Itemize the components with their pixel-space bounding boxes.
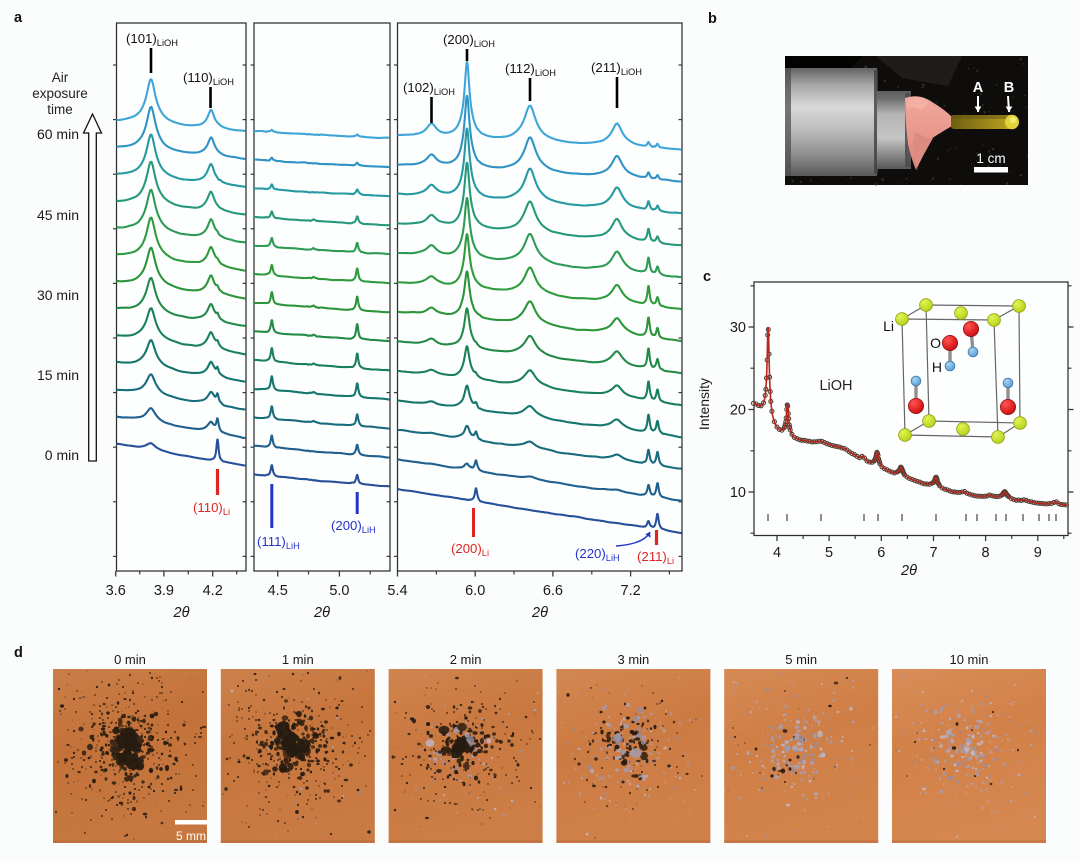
svg-text:2θ: 2θ <box>531 605 548 621</box>
svg-text:6.6: 6.6 <box>543 583 563 599</box>
svg-text:5.4: 5.4 <box>387 583 407 599</box>
svg-text:LiOH: LiOH <box>819 378 852 394</box>
svg-text:45 min: 45 min <box>37 207 79 223</box>
svg-text:0 min: 0 min <box>45 447 79 463</box>
svg-text:(211)Li: (211)Li <box>637 549 674 566</box>
svg-text:2θ: 2θ <box>313 605 330 621</box>
svg-text:2θ: 2θ <box>173 605 190 621</box>
svg-text:10: 10 <box>730 485 746 501</box>
svg-text:time: time <box>47 102 73 117</box>
svg-text:0 min: 0 min <box>114 652 146 667</box>
svg-text:60 min: 60 min <box>37 126 79 142</box>
svg-text:30 min: 30 min <box>37 287 79 303</box>
svg-text:A: A <box>973 80 984 96</box>
svg-text:4: 4 <box>773 545 781 561</box>
svg-text:2 min: 2 min <box>450 652 482 667</box>
svg-text:Intensity: Intensity <box>696 378 712 430</box>
svg-text:4.2: 4.2 <box>203 583 223 599</box>
svg-text:exposure: exposure <box>32 86 88 101</box>
svg-text:d: d <box>14 645 23 661</box>
svg-text:7.2: 7.2 <box>621 583 641 599</box>
svg-text:(200)Li: (200)Li <box>451 541 489 558</box>
svg-text:3.9: 3.9 <box>154 583 174 599</box>
svg-text:Li: Li <box>883 318 894 334</box>
svg-text:O: O <box>930 335 941 351</box>
svg-text:2θ: 2θ <box>900 563 917 579</box>
svg-text:H: H <box>932 359 942 375</box>
svg-text:Air: Air <box>52 70 69 85</box>
svg-text:5 min: 5 min <box>785 652 817 667</box>
svg-text:5.0: 5.0 <box>329 583 349 599</box>
svg-text:15 min: 15 min <box>37 367 79 383</box>
svg-text:20: 20 <box>730 403 746 419</box>
svg-text:10 min: 10 min <box>949 652 988 667</box>
svg-text:b: b <box>708 11 717 27</box>
svg-text:1 cm: 1 cm <box>976 151 1005 166</box>
svg-text:c: c <box>703 269 711 285</box>
svg-text:3.6: 3.6 <box>106 583 126 599</box>
svg-text:6: 6 <box>877 545 885 561</box>
svg-text:9: 9 <box>1034 545 1042 561</box>
svg-text:5 mm: 5 mm <box>176 829 206 843</box>
svg-text:6.0: 6.0 <box>465 583 485 599</box>
svg-text:3 min: 3 min <box>618 652 650 667</box>
svg-text:7: 7 <box>929 545 937 561</box>
svg-text:(110)Li: (110)Li <box>193 500 230 517</box>
svg-text:5: 5 <box>825 545 833 561</box>
svg-text:B: B <box>1004 80 1014 96</box>
svg-text:a: a <box>14 10 23 26</box>
svg-text:8: 8 <box>982 545 990 561</box>
svg-text:1 min: 1 min <box>282 652 314 667</box>
svg-text:30: 30 <box>730 320 746 336</box>
svg-text:4.5: 4.5 <box>268 583 288 599</box>
